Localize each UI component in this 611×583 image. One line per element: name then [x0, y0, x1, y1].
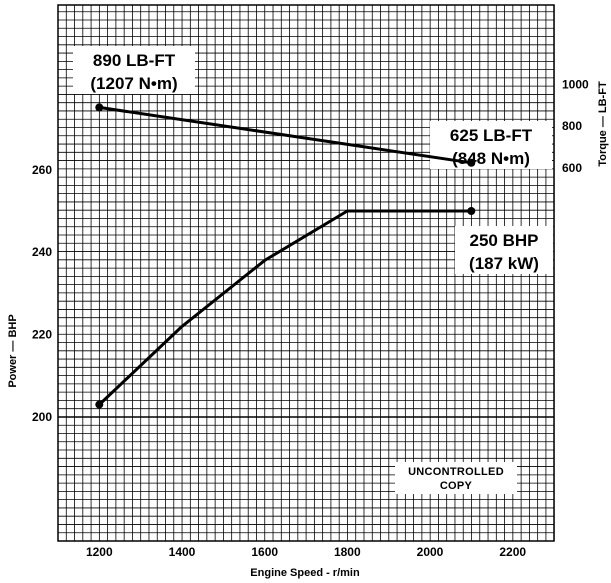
power-curve: [98, 209, 472, 406]
torque-rated-callout: 625 LB-FT (848 N•m): [430, 121, 552, 169]
power-rated-callout: 250 BHP (187 kW): [455, 226, 553, 274]
x-tick-label: 2000: [417, 545, 444, 559]
stamp-line-1: UNCONTROLLED: [408, 466, 504, 478]
chart-frame: [57, 4, 555, 542]
power-data-point: [467, 207, 476, 215]
x-tick-label: 1400: [169, 545, 196, 559]
x-tick-label: 1600: [251, 545, 278, 559]
torque-tick-label: 600: [562, 161, 582, 175]
torque-tick-label: 800: [562, 119, 582, 133]
plot-border: [57, 4, 555, 542]
power-tick-label: 200: [32, 410, 52, 424]
power-tick-label: 220: [32, 328, 52, 342]
torque-data-point: [467, 158, 476, 167]
x-tick-label: 1800: [334, 545, 361, 559]
torque-curve: [99, 105, 472, 165]
stamp-line-2: COPY: [440, 480, 473, 492]
x-tick-label: 2200: [499, 545, 526, 559]
torque-max-callout: 890 LB-FT (1207 N•m): [73, 46, 195, 94]
power-tick-label: 240: [32, 245, 52, 259]
power-rated-value: 250 BHP: [470, 231, 539, 250]
torque-rated-value: 625 LB-FT: [450, 126, 533, 145]
power-data-point: [95, 400, 104, 409]
torque-rated-metric: (848 N•m): [452, 149, 530, 168]
power-axis-title: Power — BHP: [7, 314, 19, 387]
chart-series: [95, 103, 476, 409]
power-tick-label: 260: [32, 163, 52, 177]
power-rated-callout-bg: [455, 226, 553, 274]
torque-max-metric: (1207 N•m): [90, 74, 177, 93]
x-axis-title: Engine Speed - r/min: [250, 567, 360, 579]
x-tick-label: 1200: [86, 545, 113, 559]
torque-axis-title: Torque — LB-FT: [597, 81, 609, 167]
torque-max-callout-bg: [73, 46, 195, 94]
uncontrolled-copy-stamp: UNCONTROLLED COPY: [395, 462, 517, 494]
torque-tick-label: 1000: [562, 77, 589, 91]
chart-ticks: 1200 1400 1600 1800 2000 2200 200 220 240 260 600 8…: [32, 77, 589, 559]
torque-max-value: 890 LB-FT: [93, 51, 176, 70]
stamp-bg: [395, 462, 517, 494]
torque-data-point: [95, 103, 104, 112]
power-rated-metric: (187 kW): [469, 254, 539, 273]
